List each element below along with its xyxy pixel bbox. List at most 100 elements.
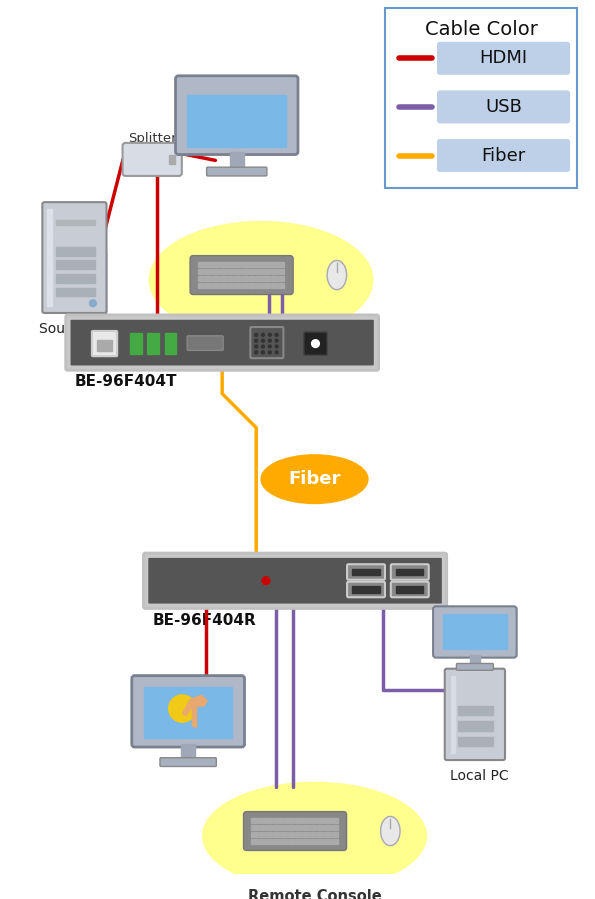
FancyBboxPatch shape: [444, 669, 505, 760]
Circle shape: [268, 334, 271, 336]
Circle shape: [312, 340, 320, 348]
Bar: [264, 283, 270, 288]
Circle shape: [262, 577, 270, 584]
Bar: [205, 276, 211, 280]
Bar: [284, 818, 294, 823]
Bar: [130, 333, 142, 354]
Bar: [273, 825, 280, 830]
Bar: [458, 737, 493, 746]
Bar: [278, 283, 284, 288]
Circle shape: [268, 339, 271, 343]
Bar: [396, 568, 424, 575]
Bar: [262, 818, 273, 823]
Bar: [331, 832, 338, 837]
Bar: [251, 825, 258, 830]
Bar: [56, 219, 95, 226]
Bar: [227, 269, 233, 274]
Bar: [273, 839, 280, 843]
Bar: [352, 568, 380, 575]
FancyBboxPatch shape: [187, 336, 223, 351]
Bar: [295, 832, 302, 837]
Bar: [278, 276, 284, 280]
Bar: [266, 832, 273, 837]
Bar: [324, 839, 331, 843]
Bar: [220, 276, 226, 280]
Bar: [165, 333, 177, 354]
Bar: [47, 209, 52, 307]
Bar: [324, 832, 331, 837]
Bar: [271, 276, 277, 280]
Text: Cable Color: Cable Color: [425, 20, 538, 39]
FancyBboxPatch shape: [176, 76, 298, 155]
Bar: [259, 839, 265, 843]
Circle shape: [268, 345, 271, 348]
Bar: [234, 283, 240, 288]
Bar: [227, 276, 233, 280]
Bar: [205, 283, 211, 288]
Bar: [256, 283, 262, 288]
Bar: [274, 263, 284, 267]
Bar: [259, 832, 265, 837]
Bar: [278, 269, 284, 274]
Bar: [288, 832, 294, 837]
Text: Fiber: Fiber: [481, 147, 525, 165]
Circle shape: [255, 339, 258, 343]
Bar: [280, 839, 287, 843]
Bar: [317, 832, 323, 837]
Bar: [56, 288, 95, 297]
Bar: [266, 839, 273, 843]
Bar: [251, 839, 258, 843]
Bar: [181, 744, 195, 760]
Bar: [288, 839, 294, 843]
Circle shape: [262, 345, 264, 348]
FancyBboxPatch shape: [437, 41, 570, 75]
Bar: [97, 340, 112, 352]
Bar: [295, 825, 302, 830]
Circle shape: [268, 351, 271, 354]
FancyBboxPatch shape: [160, 758, 217, 767]
Circle shape: [169, 695, 196, 722]
Bar: [249, 269, 255, 274]
Bar: [242, 276, 248, 280]
FancyBboxPatch shape: [206, 167, 267, 176]
Circle shape: [255, 345, 258, 348]
Ellipse shape: [327, 261, 346, 289]
Circle shape: [262, 351, 264, 354]
Circle shape: [89, 300, 96, 307]
Bar: [56, 261, 95, 269]
Bar: [252, 263, 262, 267]
Bar: [212, 283, 219, 288]
Bar: [280, 832, 287, 837]
Text: USB: USB: [485, 98, 522, 116]
Bar: [212, 276, 219, 280]
Bar: [234, 269, 240, 274]
Bar: [470, 654, 480, 664]
Bar: [317, 818, 327, 823]
FancyBboxPatch shape: [433, 606, 516, 658]
Bar: [220, 263, 230, 267]
Bar: [331, 839, 338, 843]
Bar: [271, 269, 277, 274]
Bar: [324, 825, 331, 830]
Bar: [148, 333, 159, 354]
Bar: [450, 675, 455, 753]
Polygon shape: [182, 695, 208, 728]
Bar: [230, 152, 243, 169]
Bar: [249, 276, 255, 280]
Bar: [271, 283, 277, 288]
Bar: [234, 276, 240, 280]
Bar: [242, 269, 248, 274]
FancyBboxPatch shape: [437, 91, 570, 123]
Circle shape: [262, 334, 264, 336]
FancyBboxPatch shape: [65, 315, 378, 370]
Bar: [328, 818, 338, 823]
Bar: [280, 825, 287, 830]
Bar: [220, 283, 226, 288]
Bar: [309, 825, 316, 830]
FancyBboxPatch shape: [347, 565, 385, 580]
Bar: [227, 283, 233, 288]
Circle shape: [275, 351, 278, 354]
Text: Source PC: Source PC: [39, 322, 109, 335]
Bar: [295, 818, 305, 823]
Bar: [242, 283, 248, 288]
